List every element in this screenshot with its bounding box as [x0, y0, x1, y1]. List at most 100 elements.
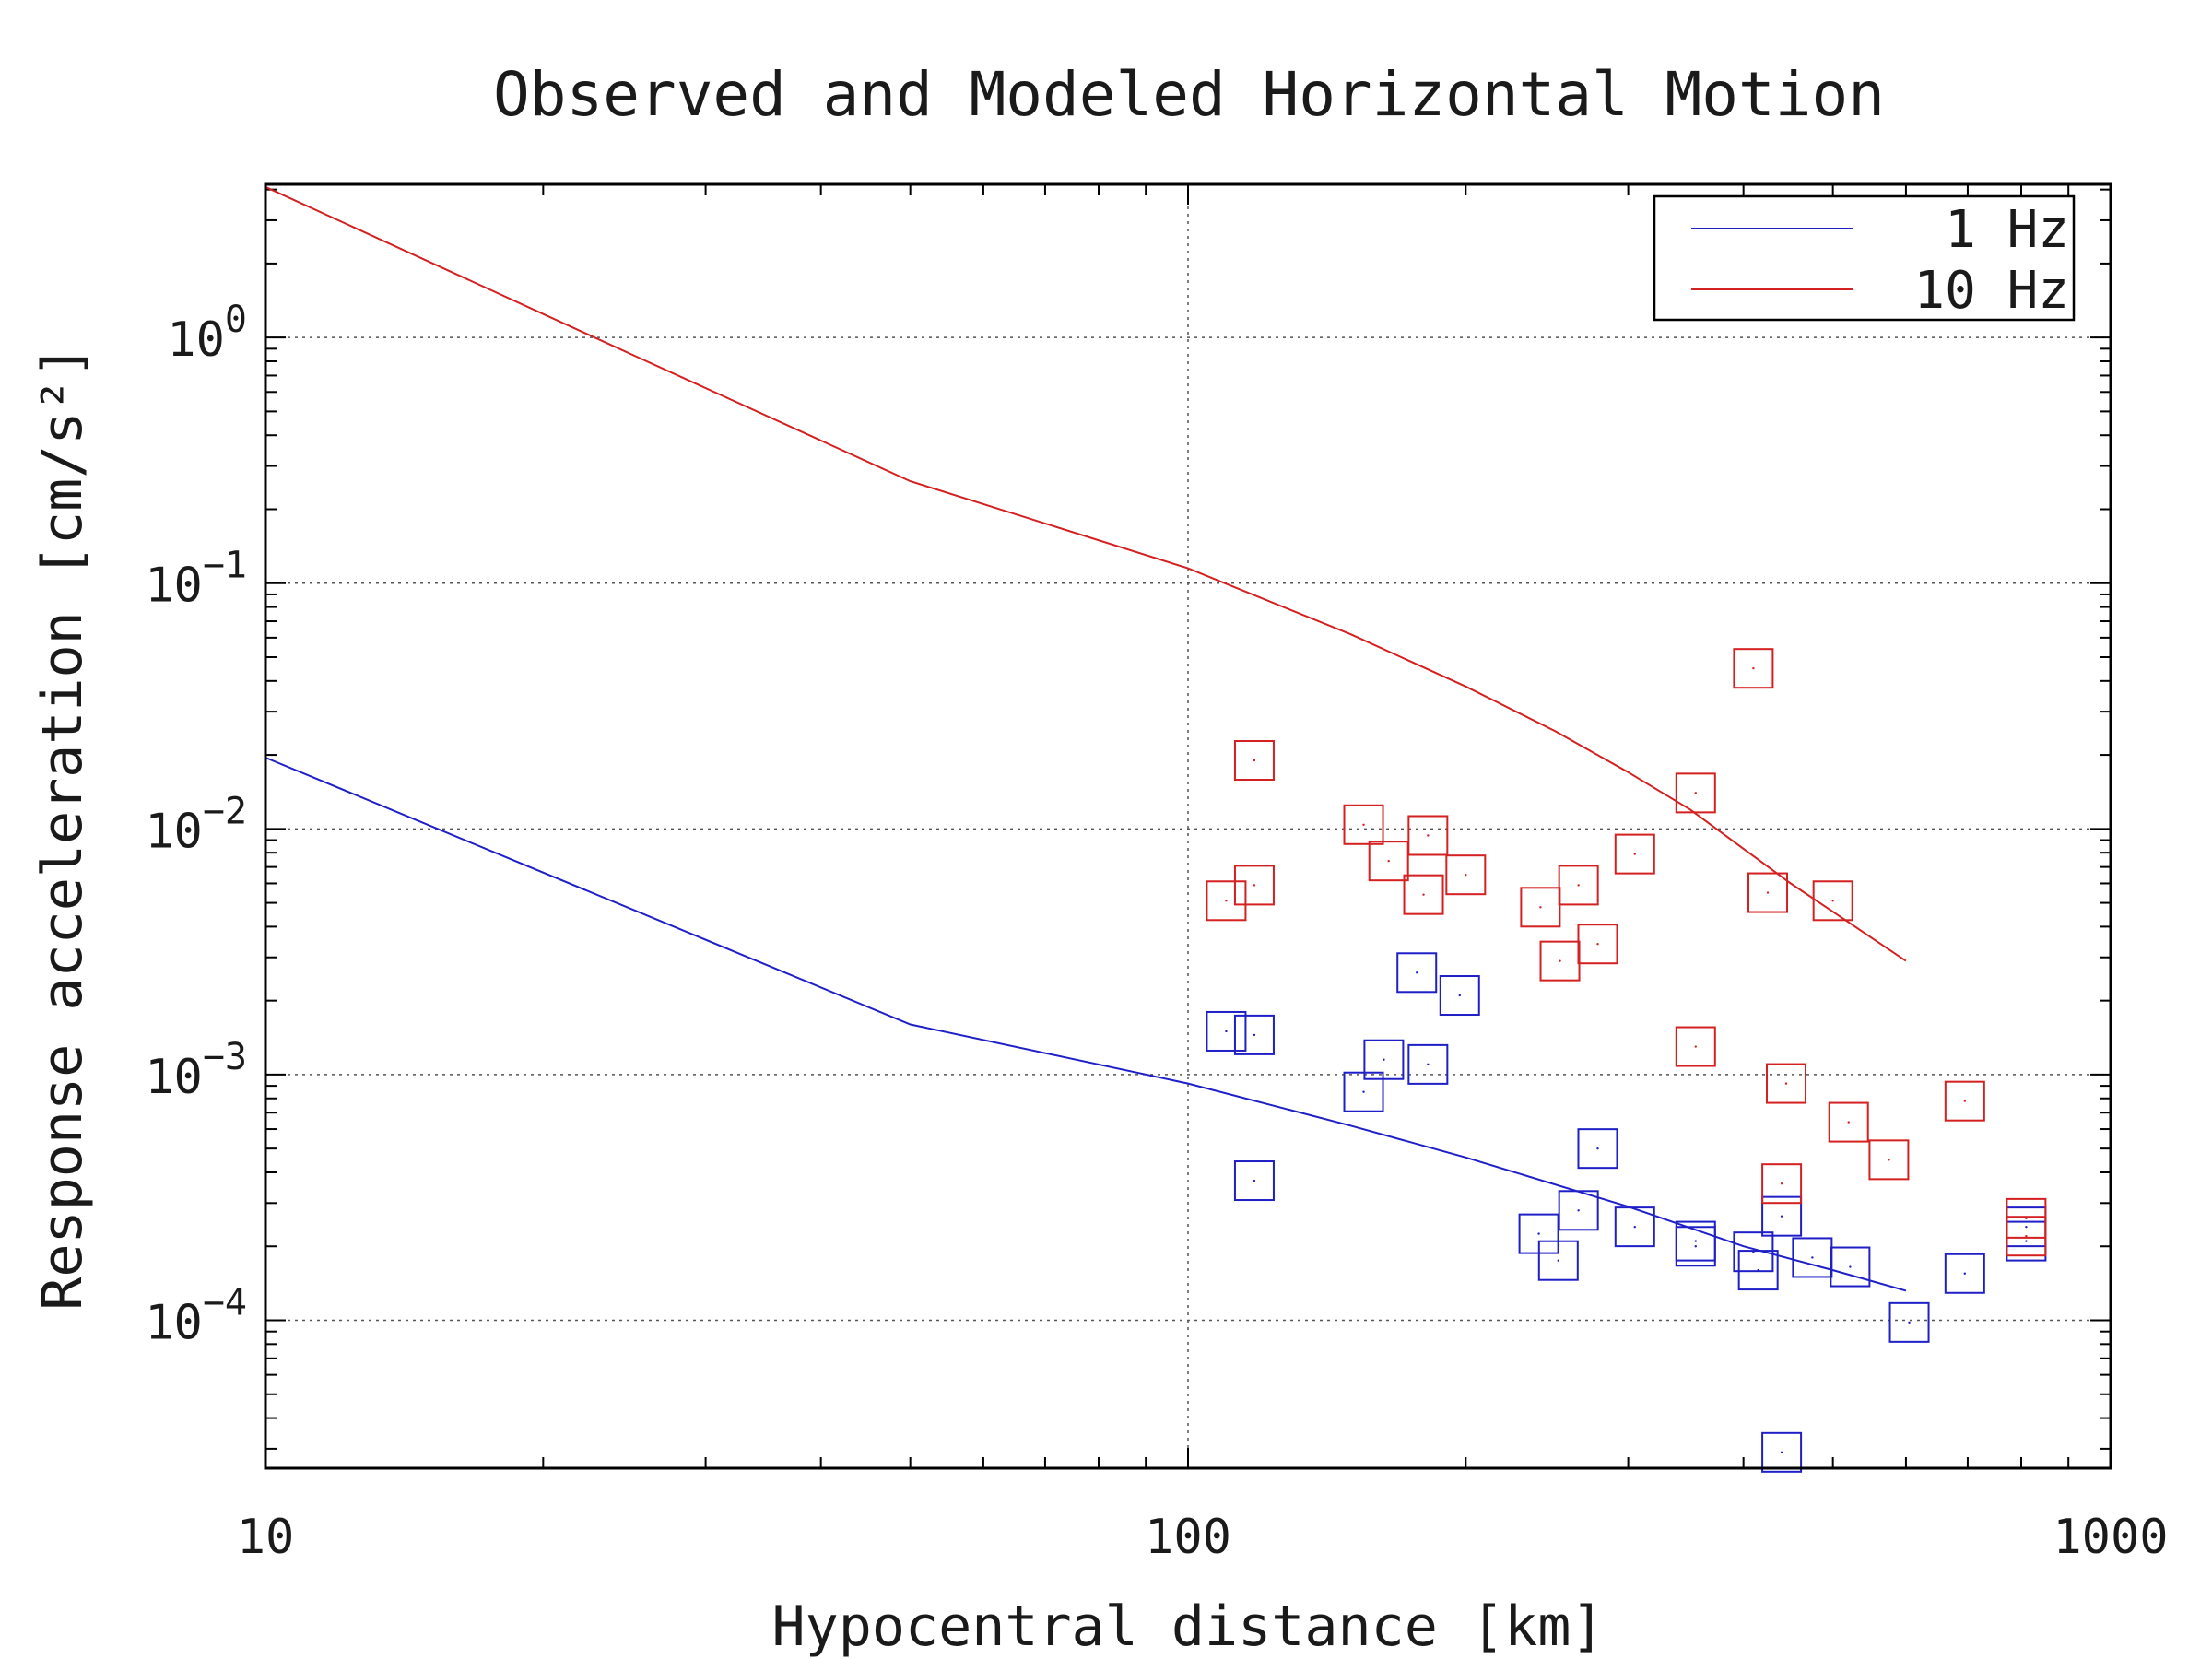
observed-1hz-marker	[1830, 1246, 1871, 1288]
observed-1hz-point	[1694, 1245, 1697, 1248]
y-tick-exponent: −1	[203, 545, 247, 587]
observed-10hz-marker	[2006, 1216, 2047, 1257]
observed-1hz-marker	[1733, 1231, 1774, 1273]
observed-10hz-point	[1387, 859, 1390, 863]
observed-10hz-marker	[1206, 880, 1247, 922]
observed-1hz-point	[1537, 1232, 1540, 1235]
legend-box	[1653, 194, 2076, 322]
y-tick-base: 10	[145, 1295, 203, 1350]
observed-10hz-marker	[1368, 841, 1409, 882]
observed-10hz-point	[1427, 834, 1430, 837]
observed-10hz-point	[1465, 873, 1467, 877]
observed-10hz-point	[1225, 900, 1228, 902]
model-line-1hz	[265, 757, 1907, 1292]
observed-10hz-point	[1694, 792, 1697, 794]
observed-10hz-marker	[1733, 648, 1774, 689]
observed-1hz-marker	[1233, 1014, 1275, 1055]
observed-10hz-marker	[1233, 740, 1275, 782]
observed-10hz-point	[1559, 959, 1561, 962]
observed-10hz-marker	[1539, 940, 1581, 982]
observed-markers	[1206, 648, 2047, 1473]
observed-10hz-point	[1784, 1082, 1788, 1085]
observed-1hz-marker	[1888, 1301, 1930, 1343]
observed-1hz-point	[1811, 1256, 1814, 1259]
observed-1hz-marker	[1537, 1240, 1579, 1281]
y-tick-exponent: −4	[203, 1281, 247, 1324]
observed-10hz-marker	[1868, 1139, 1910, 1181]
observed-10hz-point	[1422, 893, 1425, 896]
grid-lines	[265, 184, 2111, 1468]
observed-10hz-marker	[1675, 772, 1716, 814]
x-tick-label: 100	[1145, 1510, 1231, 1565]
observed-10hz-point	[1694, 1045, 1697, 1048]
y-tick-label: 10−1	[145, 545, 247, 614]
x-axis-label: Hypocentral distance [km]	[771, 1594, 1604, 1659]
observed-10hz-marker	[1747, 872, 1789, 913]
y-tick-label: 10−3	[145, 1036, 247, 1105]
observed-1hz-point	[1780, 1451, 1783, 1454]
y-tick-exponent: −2	[203, 790, 247, 832]
observed-1hz-point	[1596, 1147, 1599, 1150]
y-tick-label: 10−4	[145, 1281, 247, 1350]
observed-1hz-marker	[1737, 1250, 1779, 1291]
observed-10hz-point	[1963, 1100, 1967, 1102]
observed-10hz-point	[1577, 884, 1580, 887]
observed-1hz-point	[1557, 1259, 1560, 1262]
observed-10hz-marker	[1577, 924, 1618, 965]
observed-10hz-point	[2025, 1235, 2028, 1238]
observed-10hz-marker	[1233, 865, 1275, 906]
observed-10hz-marker	[1766, 1063, 1807, 1104]
observed-10hz-marker	[1558, 865, 1599, 906]
observed-10hz-point	[1633, 853, 1636, 855]
observed-1hz-point	[1427, 1063, 1430, 1066]
y-tick-exponent: 0	[225, 299, 247, 341]
observed-1hz-marker	[1761, 1431, 1803, 1473]
observed-1hz-marker	[1439, 975, 1480, 1017]
y-axis-label: Response acceleration [cm/s²]	[30, 345, 95, 1311]
observed-1hz-point	[1382, 1058, 1385, 1061]
observed-10hz-point	[1847, 1121, 1850, 1124]
observed-10hz-point	[1539, 906, 1542, 909]
observed-10hz-point	[1888, 1159, 1890, 1161]
observed-10hz-point	[1766, 891, 1770, 894]
observed-1hz-point	[1458, 994, 1461, 997]
observed-10hz-marker	[1343, 804, 1384, 845]
chart-title: Observed and Modeled Horizontal Motion	[493, 59, 1885, 130]
observed-1hz-point	[1577, 1209, 1580, 1212]
observed-10hz-point	[1253, 759, 1256, 762]
observed-10hz-marker	[1520, 887, 1561, 928]
observed-1hz-marker	[1944, 1253, 1985, 1294]
y-tick-exponent: −3	[203, 1036, 247, 1078]
observed-1hz-point	[1757, 1268, 1759, 1272]
y-tick-base: 10	[145, 559, 203, 614]
observed-10hz-point	[1831, 900, 1834, 902]
observed-1hz-point	[1633, 1225, 1636, 1229]
y-tick-label: 100	[167, 299, 247, 368]
observed-1hz-point	[1849, 1265, 1852, 1268]
model-line-10hz	[265, 185, 1907, 962]
observed-1hz-point	[2025, 1225, 2028, 1229]
observed-10hz-point	[1596, 943, 1599, 946]
observed-10hz-marker	[1944, 1080, 1985, 1122]
observed-1hz-point	[1416, 971, 1418, 974]
observed-10hz-marker	[1675, 1026, 1716, 1067]
observed-10hz-marker	[1828, 1101, 1869, 1143]
observed-1hz-point	[1253, 1179, 1256, 1182]
y-tick-base: 10	[167, 312, 225, 368]
observed-1hz-marker	[1675, 1226, 1716, 1267]
observed-1hz-point	[1963, 1272, 1967, 1275]
observed-10hz-marker	[1614, 833, 1655, 875]
observed-10hz-point	[1780, 1182, 1783, 1185]
observed-1hz-point	[1362, 1090, 1365, 1093]
legend-label-10hz: 10 Hz	[1913, 261, 2069, 321]
axis-ticks	[265, 184, 2112, 1468]
model-lines	[265, 185, 1907, 1292]
observed-10hz-marker	[1403, 874, 1444, 915]
y-tick-base: 10	[145, 804, 203, 859]
legend-label-1hz: 1 Hz	[1945, 200, 2069, 260]
observed-1hz-point	[1908, 1321, 1911, 1324]
x-tick-label: 1000	[2053, 1510, 2168, 1565]
observed-1hz-marker	[1396, 952, 1438, 994]
observed-1hz-marker	[1206, 1010, 1247, 1052]
